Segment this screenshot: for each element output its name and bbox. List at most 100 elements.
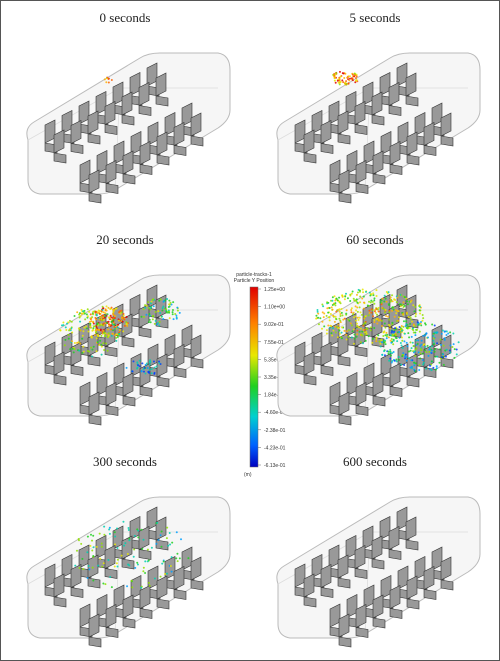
particle <box>444 339 446 341</box>
particle <box>106 310 108 312</box>
particle <box>113 311 115 313</box>
particle <box>96 337 98 339</box>
particle <box>101 354 103 356</box>
particle <box>155 320 157 322</box>
particle <box>88 568 90 570</box>
particle <box>108 325 110 327</box>
particle <box>87 536 89 538</box>
particle <box>363 318 365 320</box>
particle <box>108 332 110 334</box>
particle <box>85 325 87 327</box>
particle <box>369 312 371 314</box>
particle <box>168 303 170 305</box>
panel-label: 5 seconds <box>350 10 401 25</box>
particle <box>365 315 367 317</box>
particle <box>323 316 325 318</box>
particle <box>109 527 111 529</box>
particle <box>151 547 153 549</box>
particle <box>398 331 400 333</box>
particle <box>80 543 82 545</box>
particle <box>401 337 403 339</box>
particle <box>341 332 343 334</box>
particle <box>148 321 150 323</box>
seat <box>441 113 453 146</box>
particle <box>162 307 164 309</box>
seat <box>88 555 100 588</box>
particle <box>107 329 109 331</box>
particle <box>78 314 80 316</box>
particle <box>406 300 408 302</box>
particle <box>414 355 416 357</box>
particle <box>370 300 372 302</box>
particle <box>404 296 406 298</box>
particle <box>147 549 149 551</box>
particle <box>396 310 398 312</box>
particle <box>449 331 451 333</box>
particle <box>352 330 354 332</box>
particle <box>131 580 133 582</box>
particle <box>161 309 163 311</box>
particle <box>118 333 120 335</box>
particle <box>406 312 408 314</box>
particle <box>376 318 378 320</box>
particle <box>383 342 385 344</box>
particle <box>102 583 104 585</box>
particle <box>123 545 125 547</box>
particle <box>126 585 128 587</box>
particle <box>403 364 405 366</box>
particle <box>95 330 97 332</box>
particle <box>127 564 129 566</box>
particle <box>418 369 420 371</box>
seat <box>356 383 368 416</box>
particle <box>368 314 370 316</box>
particle <box>398 359 400 361</box>
particle <box>407 332 409 334</box>
particle <box>338 308 340 310</box>
particle <box>400 364 402 366</box>
particle <box>88 565 90 567</box>
particle <box>174 313 176 315</box>
particle <box>381 341 383 343</box>
particle <box>432 335 434 337</box>
particle <box>433 333 435 335</box>
particle <box>384 327 386 329</box>
seat <box>338 333 350 366</box>
particle <box>332 304 334 306</box>
particle <box>443 364 445 366</box>
particle <box>90 326 92 328</box>
particle <box>339 311 341 313</box>
particle <box>422 353 424 355</box>
particle <box>436 356 438 358</box>
particle <box>171 571 173 573</box>
particle <box>114 334 116 336</box>
particle <box>315 318 317 320</box>
particle <box>401 344 403 346</box>
particle <box>159 312 161 314</box>
particle <box>160 576 162 578</box>
particle <box>99 313 101 315</box>
particle <box>427 345 429 347</box>
particle <box>115 340 117 342</box>
particle <box>419 357 421 359</box>
particle <box>440 339 442 341</box>
particle <box>344 298 346 300</box>
particle <box>456 349 458 351</box>
particle <box>117 559 119 561</box>
particle <box>376 314 378 316</box>
particle <box>353 343 355 345</box>
particle <box>161 563 163 565</box>
particle <box>373 321 375 323</box>
particle <box>381 303 383 305</box>
particle <box>341 326 343 328</box>
seat <box>191 113 203 146</box>
particle <box>148 307 150 309</box>
particle <box>354 338 356 340</box>
particle <box>87 308 89 310</box>
seat <box>389 83 401 116</box>
particle <box>359 306 361 308</box>
particle <box>425 367 427 369</box>
seat <box>373 151 385 184</box>
particle <box>370 326 372 328</box>
particle <box>97 335 99 337</box>
particle <box>385 343 387 345</box>
